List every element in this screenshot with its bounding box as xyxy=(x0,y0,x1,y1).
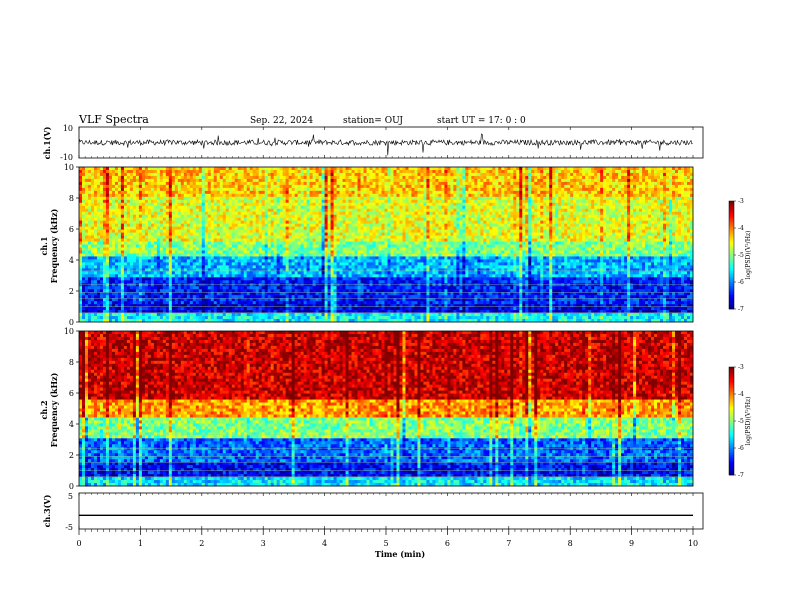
spec1-ytick: 10 xyxy=(64,163,74,172)
ch1-ytick-top: 10 xyxy=(63,124,73,133)
colorbar-tick: -5 xyxy=(738,252,744,259)
ch2-channel-label: ch.2 xyxy=(39,400,49,419)
ch2-spectrogram-panel: 0 2 4 6 8 10 ch.2 Frequency (kHz) -3 -4 -5 -6 -7 l… xyxy=(39,327,752,491)
spec2-ytick: 0 xyxy=(69,482,74,491)
x-axis-label: Time (min) xyxy=(375,549,425,559)
ch1-spectrogram-frame xyxy=(78,166,694,323)
x-tick-label: 2 xyxy=(199,539,204,548)
ch2-frequency-label: Frequency (kHz) xyxy=(49,372,59,447)
colorbar-tick: -7 xyxy=(738,472,744,479)
x-tick-label: 3 xyxy=(261,539,266,548)
spec2-ytick: 10 xyxy=(64,327,74,336)
spec1-ytick: 6 xyxy=(69,225,74,234)
x-tick-label: 10 xyxy=(688,539,698,548)
colorbar-tick: -6 xyxy=(738,279,744,286)
colorbar-label: log(PSD)(V²/Hz) xyxy=(745,231,752,280)
spec1-ytick: 0 xyxy=(69,318,74,327)
colorbar-tick: -3 xyxy=(738,364,744,371)
spec2-ytick: 2 xyxy=(69,451,74,460)
x-tick-label: 5 xyxy=(383,539,388,548)
x-tick-label: 7 xyxy=(506,539,511,548)
figure-title: VLF Spectra xyxy=(78,113,149,126)
start-time-label: start UT = 17: 0 : 0 xyxy=(437,116,526,126)
spec2-ytick: 8 xyxy=(69,358,74,367)
spec2-ytick: 4 xyxy=(69,420,74,429)
ch1-spectrogram-image xyxy=(79,167,694,323)
ch3-ytick-top: 5 xyxy=(68,492,73,501)
x-tick-label: 6 xyxy=(445,539,450,548)
ch1-frequency-label: Frequency (kHz) xyxy=(49,208,59,283)
spec1-ytick: 4 xyxy=(69,256,74,265)
x-tick-label: 1 xyxy=(138,539,143,548)
colorbar-tick: -4 xyxy=(738,391,744,398)
ch1-ytick-bottom: -10 xyxy=(60,153,73,162)
colorbar-tick: -4 xyxy=(738,225,744,232)
ch2-spectrogram-frame xyxy=(78,330,694,487)
x-tick-label: 9 xyxy=(629,539,634,548)
colorbar-tick: -3 xyxy=(738,198,744,205)
ch3-ytick-bottom: -5 xyxy=(65,523,73,532)
spec1-ytick: 2 xyxy=(69,287,74,296)
x-tick-label: 0 xyxy=(76,539,81,548)
x-tick-label: 8 xyxy=(568,539,573,548)
ch1-waveform-frame xyxy=(78,126,704,159)
colorbar-tick: -5 xyxy=(738,418,744,425)
x-tick-label: 4 xyxy=(322,539,327,548)
ch1-spectrogram-panel: 0 2 4 6 8 10 ch.1 Frequency (kHz) -3 -4 -5 -6 -7 l… xyxy=(39,163,752,327)
ch3-waveform-panel: 5 -5 ch.3(V) 0 1 2 3 4 5 6 7 8 9 10 Time (min) xyxy=(42,127,704,559)
ch1-ylabel: ch.1(V) xyxy=(42,126,52,159)
date-label: Sep. 22, 2024 xyxy=(250,116,313,126)
ch1-waveform-line xyxy=(78,133,693,156)
ch2-spectrogram-image xyxy=(79,331,694,487)
spec2-ytick: 6 xyxy=(69,389,74,398)
colorbar-label: log(PSD)(V²/Hz) xyxy=(745,397,752,446)
station-label: station= OUJ xyxy=(343,116,403,126)
ch1-channel-label: ch.1 xyxy=(39,236,49,255)
ch1-waveform-panel: 10 -10 ch.1(V) xyxy=(42,124,704,162)
ch3-ylabel: ch.3(V) xyxy=(42,494,52,527)
spec1-ytick: 8 xyxy=(69,194,74,203)
ch3-waveform-frame xyxy=(78,492,704,530)
colorbar-tick: -6 xyxy=(738,445,744,452)
colorbar-tick: -7 xyxy=(738,306,744,313)
